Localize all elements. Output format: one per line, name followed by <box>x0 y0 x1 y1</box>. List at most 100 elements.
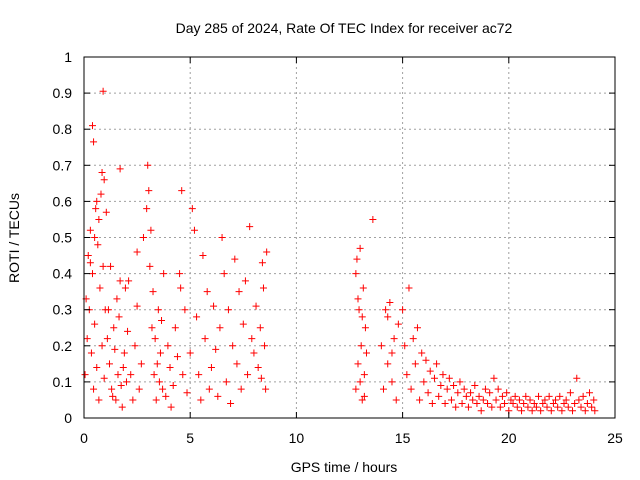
data-point-plus <box>216 324 224 332</box>
data-point-plus <box>539 400 547 408</box>
data-point-plus <box>111 345 119 353</box>
data-point-plus <box>591 407 599 415</box>
data-point-plus <box>503 389 511 397</box>
data-point-plus <box>146 262 154 270</box>
data-point-plus <box>121 284 129 292</box>
data-point-plus <box>564 403 572 411</box>
data-point-plus <box>195 371 203 379</box>
data-point-plus <box>81 371 89 379</box>
data-point-plus <box>583 400 591 408</box>
data-point-plus <box>93 197 101 205</box>
data-point-plus <box>256 324 264 332</box>
data-point-plus <box>430 374 438 382</box>
data-point-plus <box>524 403 532 411</box>
data-point-plus <box>422 356 430 364</box>
data-point-plus <box>137 360 145 368</box>
data-point-plus <box>166 363 174 371</box>
data-point-plus <box>114 371 122 379</box>
data-point-plus <box>125 277 133 285</box>
data-point-plus <box>119 363 127 371</box>
data-point-plus <box>252 302 260 310</box>
data-point-plus <box>86 259 94 267</box>
data-point-plus <box>186 349 194 357</box>
data-point-plus <box>99 87 107 95</box>
data-point-plus <box>454 389 462 397</box>
data-point-plus <box>150 371 158 379</box>
data-point-plus <box>199 252 207 260</box>
data-point-plus <box>490 374 498 382</box>
data-point-plus <box>498 392 506 400</box>
data-point-plus <box>214 392 222 400</box>
data-point-plus <box>388 349 396 357</box>
y-tick-label: 1 <box>64 49 72 65</box>
x-tick-label: 15 <box>395 430 411 446</box>
data-point-plus <box>257 374 265 382</box>
data-point-plus <box>145 187 153 195</box>
data-point-plus <box>475 392 483 400</box>
data-point-plus <box>117 382 125 390</box>
data-point-plus <box>388 378 396 386</box>
axis-ticks: 0 5 10 15 20 25 0 0.1 0.2 0.3 0.4 0.5 0.6 0.7 0.8 0.9 1 <box>53 49 623 446</box>
data-point-plus <box>107 262 115 270</box>
data-point-plus <box>399 306 407 314</box>
data-point-plus <box>131 342 139 350</box>
data-point-plus <box>124 327 132 335</box>
data-point-plus <box>579 392 587 400</box>
data-point-plus <box>379 385 387 393</box>
data-point-plus <box>96 284 104 292</box>
data-point-plus <box>558 407 566 415</box>
y-tick-label: 0 <box>64 410 72 426</box>
data-point-plus <box>352 270 360 278</box>
data-point-plus <box>526 396 534 404</box>
data-point-plus <box>581 407 589 415</box>
data-point-plus <box>155 378 163 386</box>
data-point-plus <box>354 295 362 303</box>
data-point-plus <box>109 392 117 400</box>
data-point-plus <box>513 403 521 411</box>
data-point-plus <box>501 400 509 408</box>
data-point-plus <box>532 403 540 411</box>
data-point-plus <box>179 371 187 379</box>
data-point-plus <box>98 169 106 177</box>
y-tick-label: 0.5 <box>53 230 73 246</box>
data-point-plus <box>160 270 168 278</box>
data-point-plus <box>171 324 179 332</box>
data-point-plus <box>520 400 528 408</box>
data-point-plus <box>435 392 443 400</box>
data-point-plus <box>384 313 392 321</box>
data-point-plus <box>95 396 103 404</box>
data-point-plus <box>452 403 460 411</box>
data-point-plus <box>98 342 106 350</box>
data-point-plus <box>433 360 441 368</box>
x-tick-label: 5 <box>186 430 194 446</box>
data-point-plus <box>428 400 436 408</box>
y-tick-label: 0.2 <box>53 338 73 354</box>
data-point-plus <box>113 295 121 303</box>
y-tick-label: 0.9 <box>53 85 73 101</box>
data-point-plus <box>541 396 549 404</box>
data-point-plus <box>116 277 124 285</box>
data-point-plus <box>543 403 551 411</box>
data-point-plus <box>110 324 118 332</box>
data-point-plus <box>528 407 536 415</box>
data-point-plus <box>144 161 152 169</box>
data-point-plus <box>382 306 390 314</box>
data-point-plus <box>447 396 455 404</box>
data-point-plus <box>129 396 137 404</box>
data-point-plus <box>151 335 159 343</box>
data-point-plus <box>97 190 105 198</box>
data-point-plus <box>246 223 254 231</box>
data-point-plus <box>361 324 369 332</box>
data-point-plus <box>229 342 237 350</box>
data-point-plus <box>83 335 91 343</box>
data-point-plus <box>362 349 370 357</box>
data-point-plus <box>156 349 164 357</box>
data-point-plus <box>357 342 365 350</box>
data-point-plus <box>418 349 426 357</box>
data-point-plus <box>355 306 363 314</box>
data-point-plus <box>547 407 555 415</box>
data-point-plus <box>190 226 198 234</box>
data-point-plus <box>588 403 596 411</box>
data-point-plus <box>407 385 415 393</box>
